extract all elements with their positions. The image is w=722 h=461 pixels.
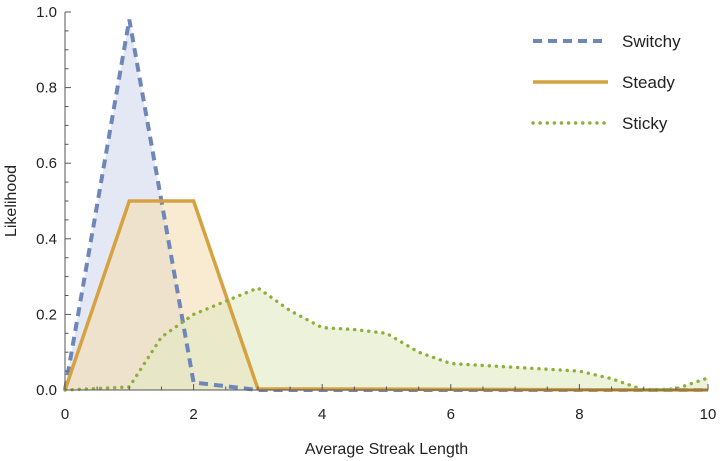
legend-label-switchy: Switchy — [622, 32, 681, 51]
x-tick-label: 2 — [189, 406, 197, 423]
legend-label-steady: Steady — [622, 73, 675, 92]
x-tick-label: 8 — [575, 406, 583, 423]
series-fill-sticky — [65, 287, 708, 390]
x-tick-label: 6 — [447, 406, 455, 423]
y-tick-label: 0.8 — [36, 80, 57, 97]
legend: Switchy Steady Sticky — [531, 32, 681, 133]
x-axis-label: Average Streak Length — [305, 441, 468, 458]
legend-item-sticky: Sticky — [531, 114, 668, 133]
x-ticks: 0 2 4 6 8 10 — [61, 384, 717, 423]
axes: 0 2 4 6 8 10 0.0 0.2 0.4 0.6 0.8 1.0 — [36, 4, 716, 423]
y-tick-label: 0.0 — [36, 382, 57, 399]
y-tick-label: 0.2 — [36, 306, 57, 323]
y-tick-label: 1.0 — [36, 4, 57, 21]
series-line-steady — [63, 199, 709, 392]
y-axis-label: Likelihood — [3, 165, 20, 237]
x-tick-label: 4 — [318, 406, 326, 423]
legend-item-switchy: Switchy — [533, 32, 681, 51]
legend-label-sticky: Sticky — [622, 114, 668, 133]
y-tick-label: 0.6 — [36, 155, 57, 172]
series-lines — [63, 19, 710, 392]
series-fills — [65, 19, 708, 391]
x-tick-label: 0 — [61, 406, 69, 423]
y-ticks: 0.0 0.2 0.4 0.6 0.8 1.0 — [36, 4, 71, 399]
x-tick-label: 10 — [700, 406, 717, 423]
legend-item-steady: Steady — [533, 73, 675, 92]
y-tick-label: 0.4 — [36, 231, 57, 248]
series-line-sticky — [63, 286, 710, 392]
